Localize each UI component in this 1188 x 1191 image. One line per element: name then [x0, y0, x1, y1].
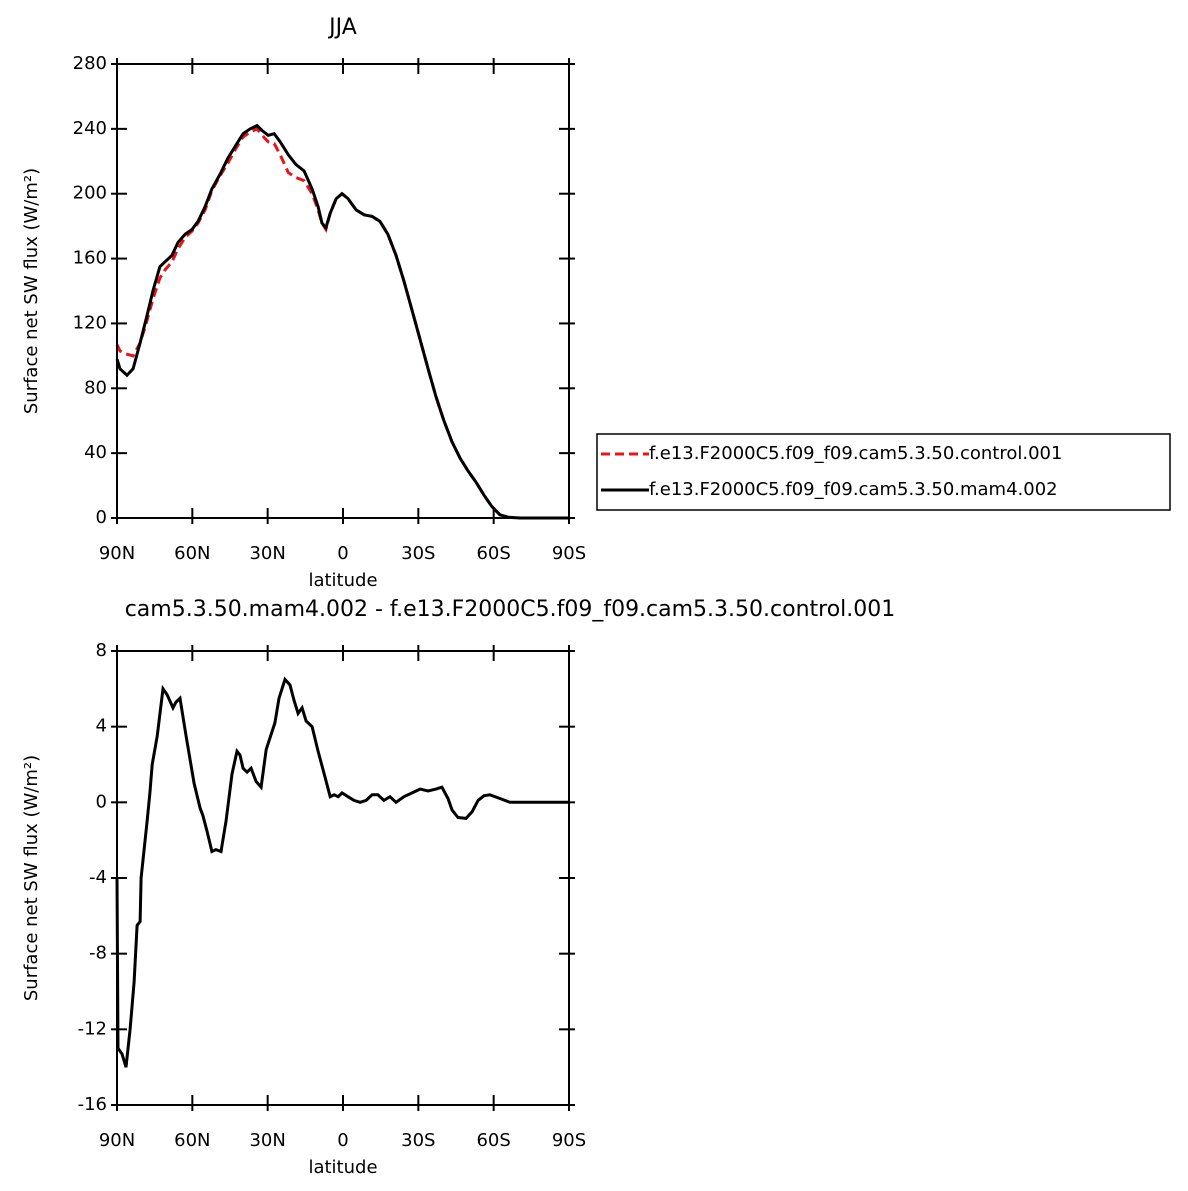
- y-tick-label: 0: [96, 507, 107, 528]
- line-series: [115, 123, 569, 520]
- plot-frame: [116, 650, 570, 1106]
- x-tick-label: 30N: [249, 543, 285, 564]
- y-tick-label: 0: [96, 791, 107, 812]
- x-tick-label: 30S: [401, 1130, 435, 1151]
- x-tick-label: 30N: [249, 1130, 285, 1151]
- y-tick-label: 8: [96, 640, 107, 661]
- y-tick-label: 80: [84, 377, 107, 398]
- y-axis-label: Surface net SW flux (W/m²): [21, 755, 42, 1001]
- y-tick-label: 4: [96, 716, 107, 737]
- plot-frame: [116, 63, 570, 519]
- x-tick-label: 90N: [99, 543, 135, 564]
- y-tick-label: -8: [89, 943, 107, 964]
- x-tick-label: 30S: [401, 543, 435, 564]
- line-series: [115, 676, 569, 1068]
- x-tick-label: 90S: [552, 1130, 586, 1151]
- chart-title: cam5.3.50.mam4.002 - f.e13.F2000C5.f09_f…: [125, 597, 896, 622]
- y-tick-label: -16: [78, 1094, 107, 1115]
- y-tick-label: 40: [84, 442, 107, 463]
- x-axis-label: latitude: [308, 570, 377, 591]
- x-tick-label: 0: [337, 543, 348, 564]
- y-tick-label: -12: [78, 1018, 107, 1039]
- legend-box: [596, 433, 1171, 511]
- x-tick-label: 60S: [476, 1130, 510, 1151]
- x-tick-label: 60S: [476, 543, 510, 564]
- x-tick-label: 60N: [174, 1130, 210, 1151]
- line-series: [115, 127, 569, 520]
- chart-title: JJA: [327, 15, 357, 40]
- x-tick-label: 90N: [99, 1130, 135, 1151]
- y-tick-label: 240: [73, 118, 107, 139]
- y-tick-label: 120: [73, 312, 107, 333]
- x-tick-label: 90S: [552, 543, 586, 564]
- legend-label: f.e13.F2000C5.f09_f09.cam5.3.50.control.…: [649, 443, 1062, 464]
- x-tick-label: 60N: [174, 543, 210, 564]
- legend-label: f.e13.F2000C5.f09_f09.cam5.3.50.mam4.002: [649, 479, 1058, 500]
- y-tick-label: 200: [73, 183, 107, 204]
- y-tick-label: 280: [73, 53, 107, 74]
- y-axis-label: Surface net SW flux (W/m²): [21, 168, 42, 414]
- x-tick-label: 0: [337, 1130, 348, 1151]
- x-axis-label: latitude: [308, 1157, 377, 1178]
- y-tick-label: -4: [89, 867, 107, 888]
- y-tick-label: 160: [73, 248, 107, 269]
